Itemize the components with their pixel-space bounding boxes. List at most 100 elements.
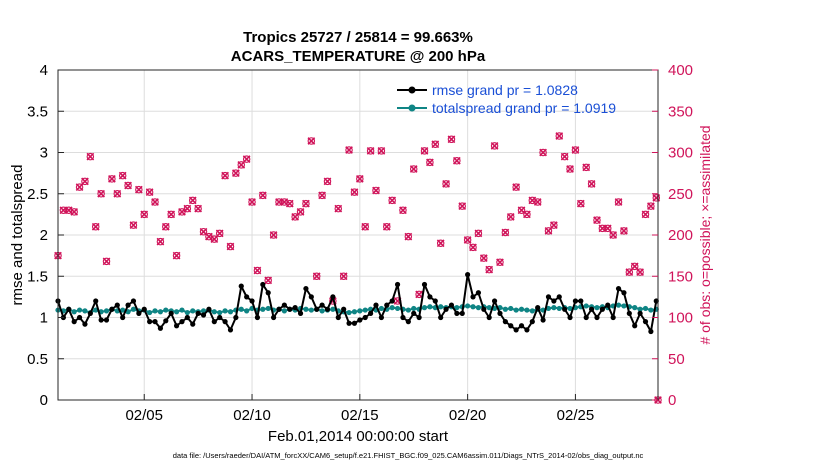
obs-possible-marker [442,180,450,188]
obs-assimilated-marker [151,198,159,206]
obs-possible-marker [259,191,267,200]
rmse-point [195,310,201,316]
totalspread-point [351,309,358,315]
obs-possible-marker [550,221,558,229]
obs-possible-marker [469,243,477,252]
obs-count-point [188,196,197,205]
totalspread-point [470,304,476,310]
obs-count-point [296,208,305,216]
obs-assimilated-marker [307,137,316,145]
obs-assimilated-marker [296,208,305,216]
obs-assimilated-marker [183,204,192,213]
obs-assimilated-marker [474,229,483,238]
totalspread-point [265,305,271,312]
obs-count-point [409,165,418,173]
obs-count-point [285,199,294,208]
obs-possible-marker [221,171,229,180]
obs-possible-marker [345,146,353,154]
rmse-point [416,314,422,321]
obs-assimilated-marker [124,181,132,190]
totalspread-point [454,305,460,311]
obs-assimilated-marker [129,221,138,229]
totalspread-point [120,307,126,313]
obs-possible-marker [620,227,628,235]
rmse-point [82,321,88,327]
rmse-point [120,314,126,321]
rmse-point [265,290,271,296]
obs-count-point [442,179,450,188]
obs-assimilated-marker [285,199,294,208]
rmse-point [249,298,255,304]
rmse-point [130,298,137,304]
obs-possible-marker [172,251,181,260]
totalspread-point [475,305,482,311]
obs-count-point [86,152,95,161]
y-right-tick-label: 400 [668,62,693,79]
obs-count-point [183,204,192,213]
rmse-point [556,294,562,300]
obs-count-point [404,232,413,241]
obs-assimilated-marker [582,163,591,172]
rmse-point [518,323,525,329]
obs-assimilated-marker [242,155,251,163]
obs-assimilated-marker [226,242,235,251]
legend-rmse-label: rmse grand pr = 1.0828 [432,82,578,98]
obs-count-point [641,210,650,219]
totalspread-point [217,309,223,316]
rmse-point [190,321,196,327]
obs-count-point [555,132,564,140]
obs-count-point [355,175,364,183]
obs-possible-marker [323,177,332,186]
obs-possible-marker [474,229,483,238]
obs-assimilated-marker [210,235,219,243]
totalspread-point [71,309,77,315]
obs-assimilated-marker [625,268,634,276]
rmse-point [211,319,217,325]
obs-possible-marker [420,147,429,155]
totalspread-point [502,306,508,312]
y-left-tick-label: 3.5 [27,103,48,120]
rmse-point [362,314,368,321]
rmse-point [567,314,573,321]
rmse-point [535,305,541,311]
totalspread-point [594,305,600,311]
obs-possible-marker [183,204,192,213]
obs-assimilated-marker [318,191,326,200]
obs-count-point [151,198,159,206]
obs-count-point [194,204,203,213]
rmse-point [163,318,169,324]
rmse-point [486,314,492,321]
obs-count-point [366,146,375,155]
rmse-point [308,294,314,300]
obs-assimilated-marker [248,198,256,206]
obs-assimilated-marker [215,229,224,238]
obs-count-point [523,210,531,219]
obs-possible-marker [404,232,413,241]
obs-count-point [81,177,89,186]
obs-possible-marker [226,242,235,251]
rmse-point [287,306,293,312]
obs-assimilated-marker [555,132,564,140]
rmse-point [254,314,261,321]
obs-count-point [248,198,256,206]
obs-assimilated-marker [469,243,477,252]
totalspread-point [513,307,519,313]
obs-possible-marker [102,257,111,266]
obs-possible-marker [124,181,132,190]
obs-assimilated-marker [269,231,278,239]
obs-count-point [334,204,343,213]
obs-possible-marker [291,213,299,221]
obs-possible-marker [560,152,569,161]
obs-assimilated-marker [113,189,122,198]
obs-possible-marker [566,165,574,173]
totalspread-point [529,308,535,314]
rmse-point [648,328,654,335]
obs-assimilated-marker [603,224,612,233]
rmse-point [292,305,298,311]
obs-assimilated-marker [161,222,170,231]
legend-rmse-marker [408,86,416,94]
obs-count-point [496,258,504,267]
obs-possible-marker [361,223,369,231]
totalspread-point [615,302,622,308]
